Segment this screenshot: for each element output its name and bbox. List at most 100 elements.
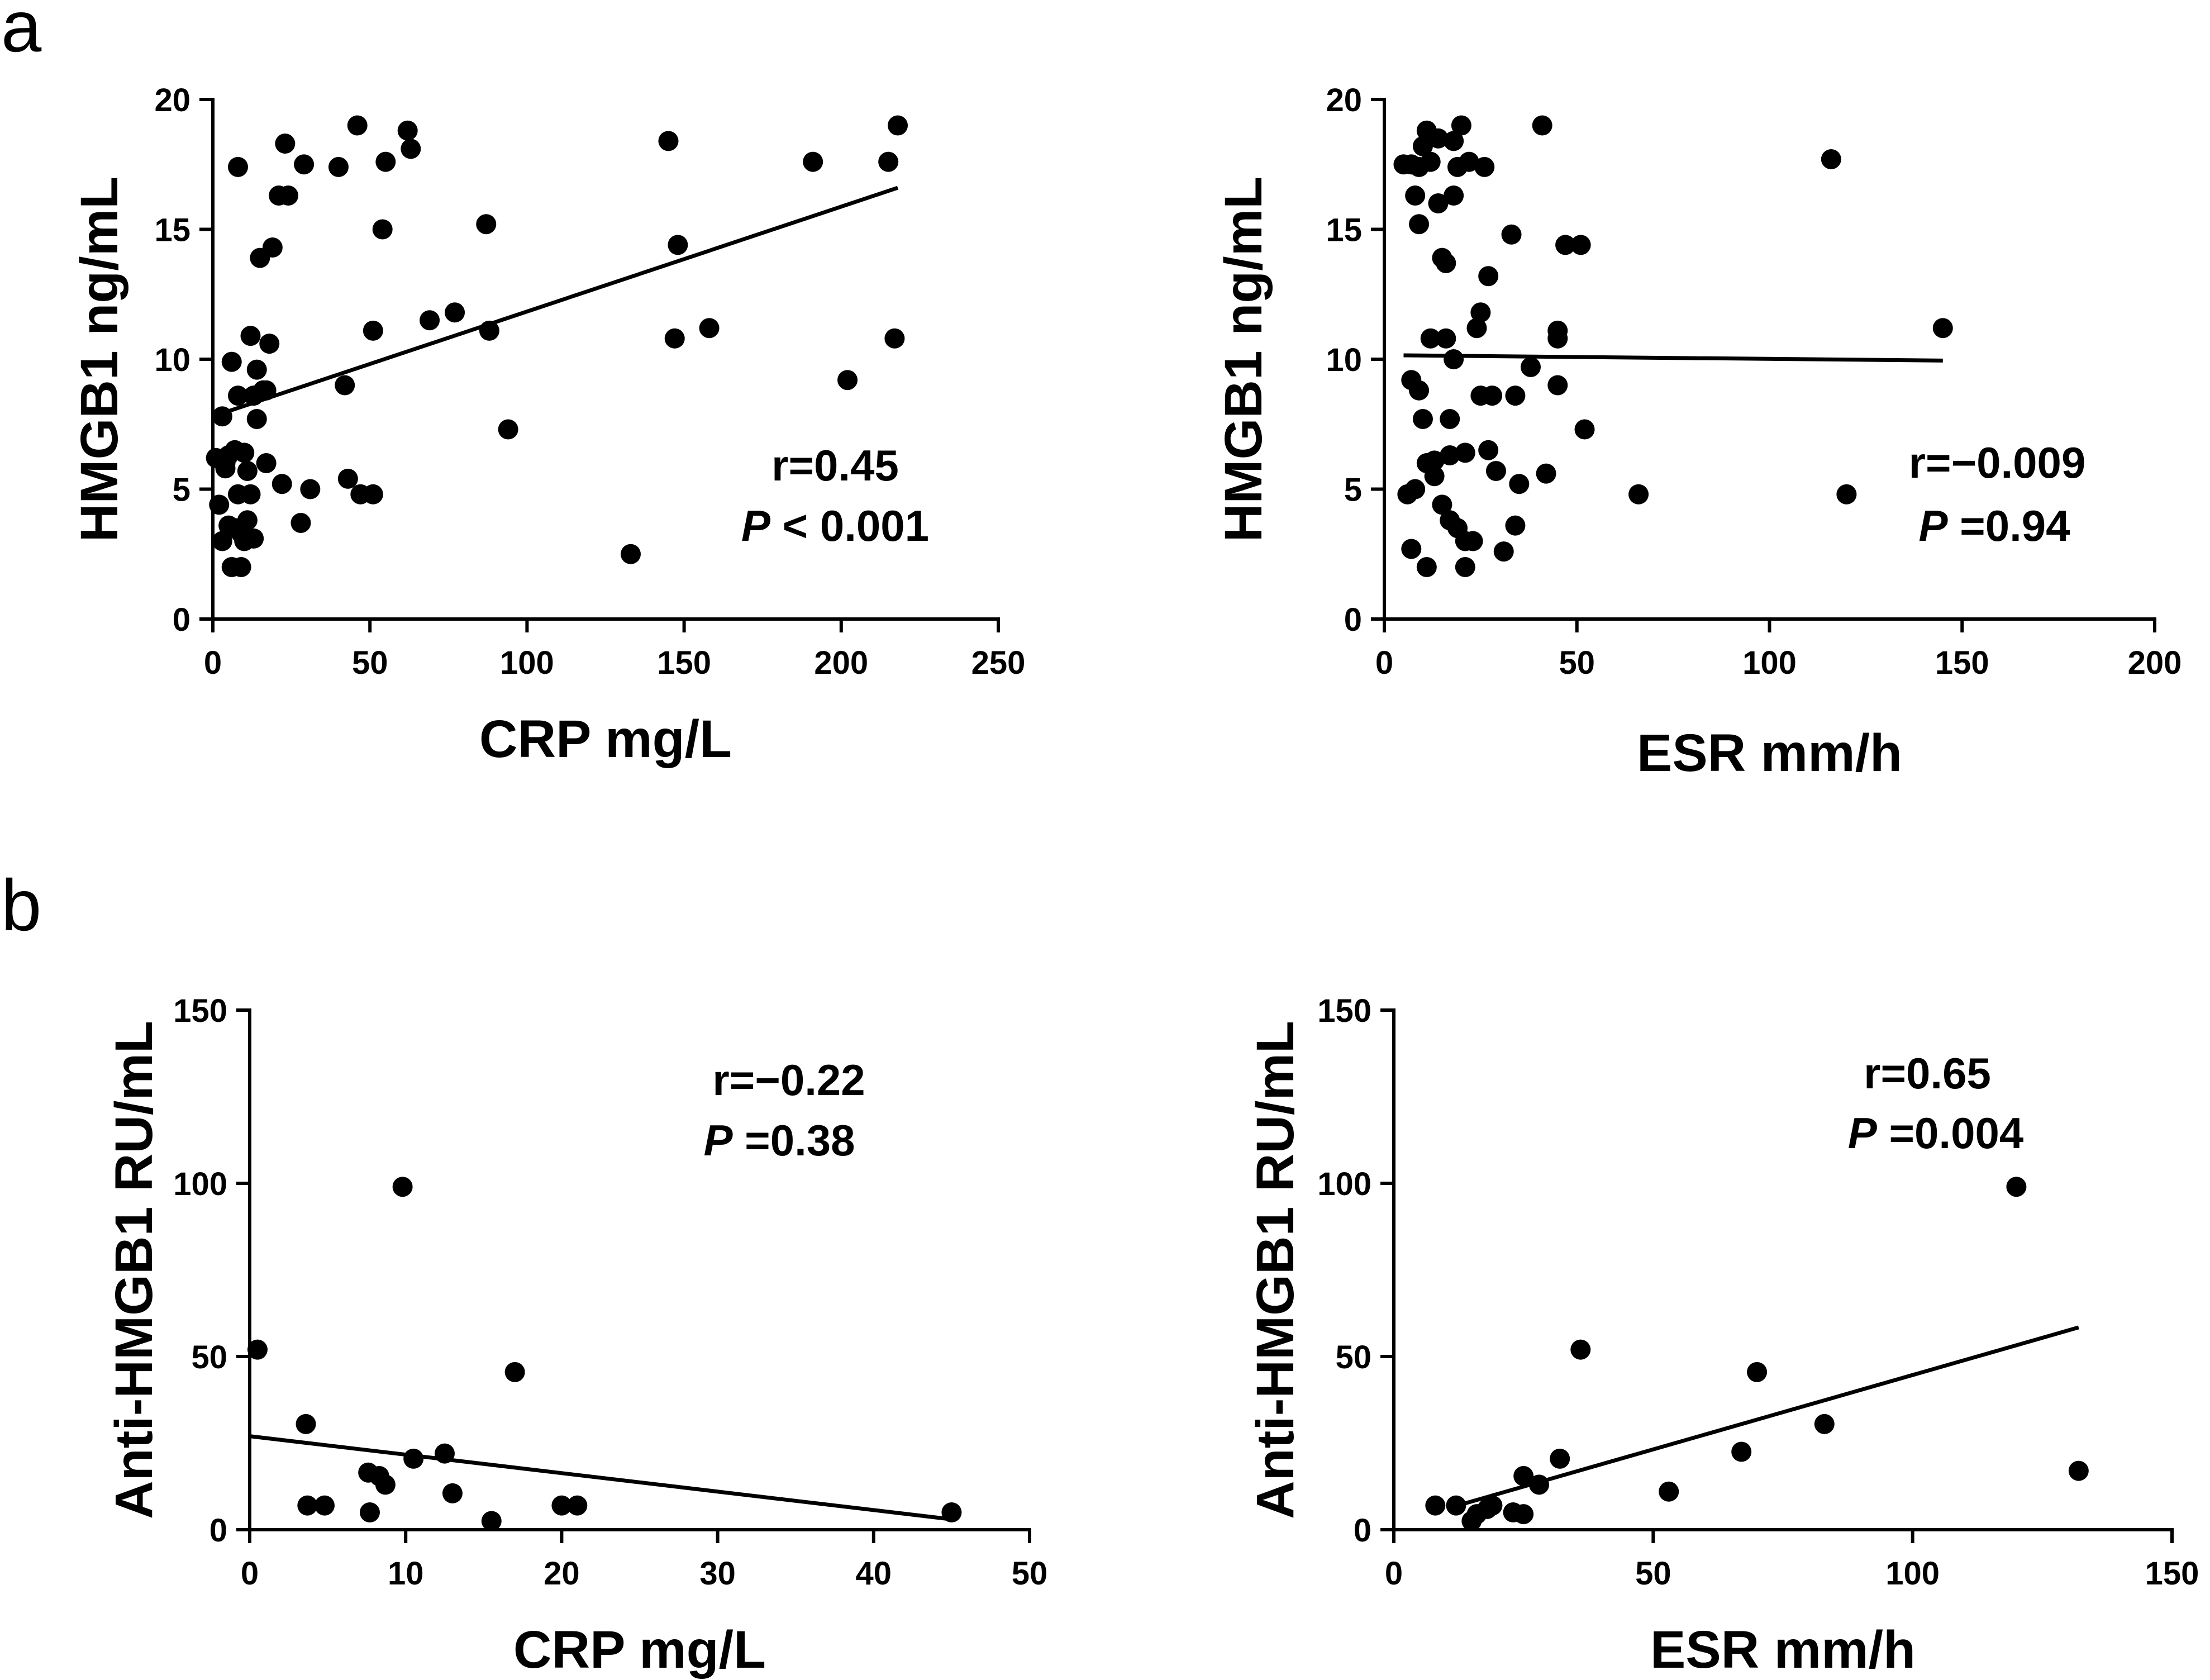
data-point (479, 320, 499, 341)
data-point (1659, 1481, 1679, 1502)
y-axis-label: HMGB1 ng/mL (70, 177, 129, 542)
data-point (212, 531, 232, 551)
data-point (1505, 515, 1526, 536)
stat-r: r=−0.22 (712, 1055, 865, 1105)
data-point (246, 408, 267, 429)
data-point (1428, 128, 1449, 149)
data-point (476, 214, 497, 235)
x-tick-label: 200 (2128, 645, 2182, 681)
data-point (209, 494, 230, 515)
data-point (1747, 1362, 1768, 1382)
data-point (1420, 328, 1441, 349)
y-tick-label: 150 (173, 993, 227, 1029)
data-point (347, 115, 368, 136)
data-point (315, 1495, 335, 1516)
x-tick-label: 10 (388, 1555, 424, 1592)
data-point (1532, 115, 1552, 136)
panel-label-b: b (1, 864, 41, 946)
y-axis-label: HMGB1 ng/mL (1214, 177, 1273, 542)
x-tick-label: 50 (352, 645, 388, 681)
x-tick-label: 30 (699, 1555, 736, 1592)
y-tick-label: 15 (154, 212, 190, 249)
y-tick-label: 150 (1317, 993, 1371, 1029)
stat-p-symbol: P (1918, 501, 1948, 550)
x-tick-label: 100 (500, 645, 554, 681)
data-point (300, 479, 321, 499)
data-point (375, 151, 396, 172)
data-point (2068, 1460, 2089, 1481)
data-point (227, 156, 248, 177)
data-point (1459, 151, 1479, 172)
stat-p-value: < 0.001 (770, 501, 929, 550)
data-point (1550, 1448, 1570, 1469)
stat-r: r=0.65 (1864, 1049, 1991, 1098)
data-point (1482, 386, 1503, 406)
data-point (1821, 149, 1841, 169)
x-tick-label: 40 (856, 1555, 892, 1592)
x-tick-label: 0 (1385, 1555, 1403, 1592)
data-point (1478, 440, 1499, 460)
x-axis-label: CRP mg/L (513, 1620, 766, 1679)
data-point (227, 386, 248, 406)
y-tick-label: 50 (1335, 1339, 1371, 1376)
data-point (481, 1511, 502, 1531)
y-tick-label: 20 (1326, 82, 1362, 118)
data-point (1401, 539, 1422, 559)
y-tick-label: 20 (154, 82, 190, 118)
stat-p-symbol: P (703, 1116, 733, 1165)
data-point (1501, 224, 1522, 245)
x-axis-label: ESR mm/h (1637, 724, 1902, 783)
data-point (1451, 115, 1471, 136)
chart-b-esr-anti-hmgb1: 0 50 100 150 0 50 100 150 ESR mm/h Anti-HMGB1 RU/… (1246, 993, 2199, 1679)
data-point (290, 512, 311, 533)
x-tick-label: 150 (2145, 1555, 2199, 1592)
x-tick-label: 200 (814, 645, 868, 681)
y-tick-label: 5 (1344, 472, 1362, 508)
data-point (231, 557, 251, 577)
data-point (221, 351, 242, 372)
data-point (1536, 463, 1556, 484)
chart-b-crp-anti-hmgb1: 0 10 20 30 40 50 0 50 100 150 CRP mg/L Anti-HMGB1 R… (104, 993, 1047, 1679)
data-point (237, 460, 258, 481)
data-point (1529, 1474, 1550, 1495)
data-point (1513, 1504, 1534, 1525)
data-point (1444, 185, 1464, 206)
data-point (272, 474, 292, 494)
data-point (442, 1483, 463, 1503)
data-point (1932, 318, 1953, 339)
data-point (397, 120, 418, 141)
data-point (1570, 1339, 1591, 1360)
data-point (504, 1362, 525, 1382)
data-point (1432, 494, 1452, 515)
data-point (664, 328, 685, 349)
data-point (1409, 380, 1430, 401)
stat-p: P =0.38 (703, 1116, 855, 1165)
regression-line (212, 185, 899, 418)
x-axis-label: ESR mm/h (1650, 1620, 1916, 1679)
data-point (1420, 151, 1441, 172)
data-point (1455, 557, 1475, 577)
data-point (1446, 1495, 1466, 1516)
data-point (1466, 318, 1487, 339)
chart-a-crp-hmgb1: 0 50 100 150 200 250 0 5 10 15 20 CRP mg/L HMGB1 ng/… (70, 82, 1025, 769)
data-point (294, 154, 315, 175)
data-point (234, 442, 255, 463)
data-point (1547, 375, 1568, 396)
data-point (1436, 328, 1456, 349)
data-point (2006, 1177, 2027, 1197)
data-point (1428, 193, 1449, 213)
stat-p: P =0.004 (1848, 1108, 2023, 1158)
data-point (1425, 1495, 1446, 1516)
data-point (1482, 1495, 1503, 1516)
data-point (1505, 386, 1526, 406)
regression-line (1460, 1325, 2079, 1507)
data-point (1409, 214, 1430, 235)
data-point (244, 528, 264, 549)
data-point (1416, 557, 1437, 577)
data-point (878, 151, 899, 172)
data-point (392, 1177, 413, 1197)
x-tick-label: 50 (1559, 645, 1595, 681)
data-point (247, 1339, 268, 1360)
data-point (620, 544, 641, 564)
x-tick-label: 20 (544, 1555, 580, 1592)
